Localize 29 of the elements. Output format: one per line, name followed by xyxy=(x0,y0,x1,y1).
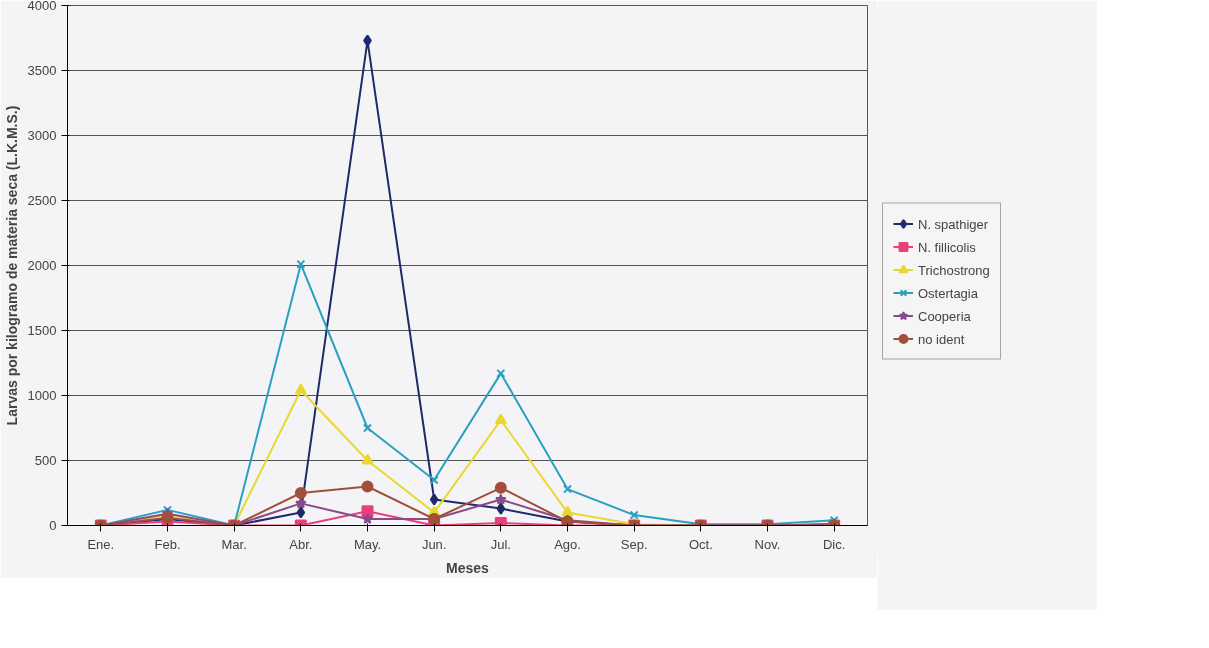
y-tick-label: 0 xyxy=(49,518,57,533)
y-tick-label: 2000 xyxy=(27,258,57,273)
legend-label: no ident xyxy=(918,331,965,346)
x-tick-label: Feb. xyxy=(154,536,181,552)
legend-label: Ostertagia xyxy=(918,285,978,300)
x-tick-label: Sep. xyxy=(620,536,648,552)
y-axis-title: Larvas por kilogramo de materia seca (L.K.M.S.) xyxy=(3,105,20,426)
x-tick-label: Nov. xyxy=(754,536,781,552)
y-tick-label: 1000 xyxy=(27,388,57,403)
x-tick-label: Mar. xyxy=(221,536,247,552)
x-tick-label: Jun. xyxy=(421,536,447,552)
legend-label: Cooperia xyxy=(918,308,971,323)
x-tick-label: Dic. xyxy=(822,536,846,552)
legend-label: N. spathiger xyxy=(918,216,989,231)
y-tick-label: 2500 xyxy=(27,193,57,208)
x-tick-label: Oct. xyxy=(688,536,713,552)
x-axis-title: Meses xyxy=(446,559,490,576)
x-tick-label: Jul. xyxy=(490,536,511,552)
x-tick-label: Ene. xyxy=(87,536,115,552)
y-tick-label: 3000 xyxy=(27,128,57,143)
x-tick-label: Abr. xyxy=(289,536,313,552)
x-tick-label: Ago. xyxy=(554,536,581,552)
legend-label: Trichostrong xyxy=(918,262,990,277)
y-tick-label: 1500 xyxy=(27,323,57,338)
x-tick-label: May. xyxy=(353,536,382,552)
legend-label: N. fillicolis xyxy=(918,239,976,254)
y-tick-label: 500 xyxy=(34,453,57,468)
y-tick-label: 4000 xyxy=(27,0,57,13)
y-tick-label: 3500 xyxy=(27,63,57,78)
